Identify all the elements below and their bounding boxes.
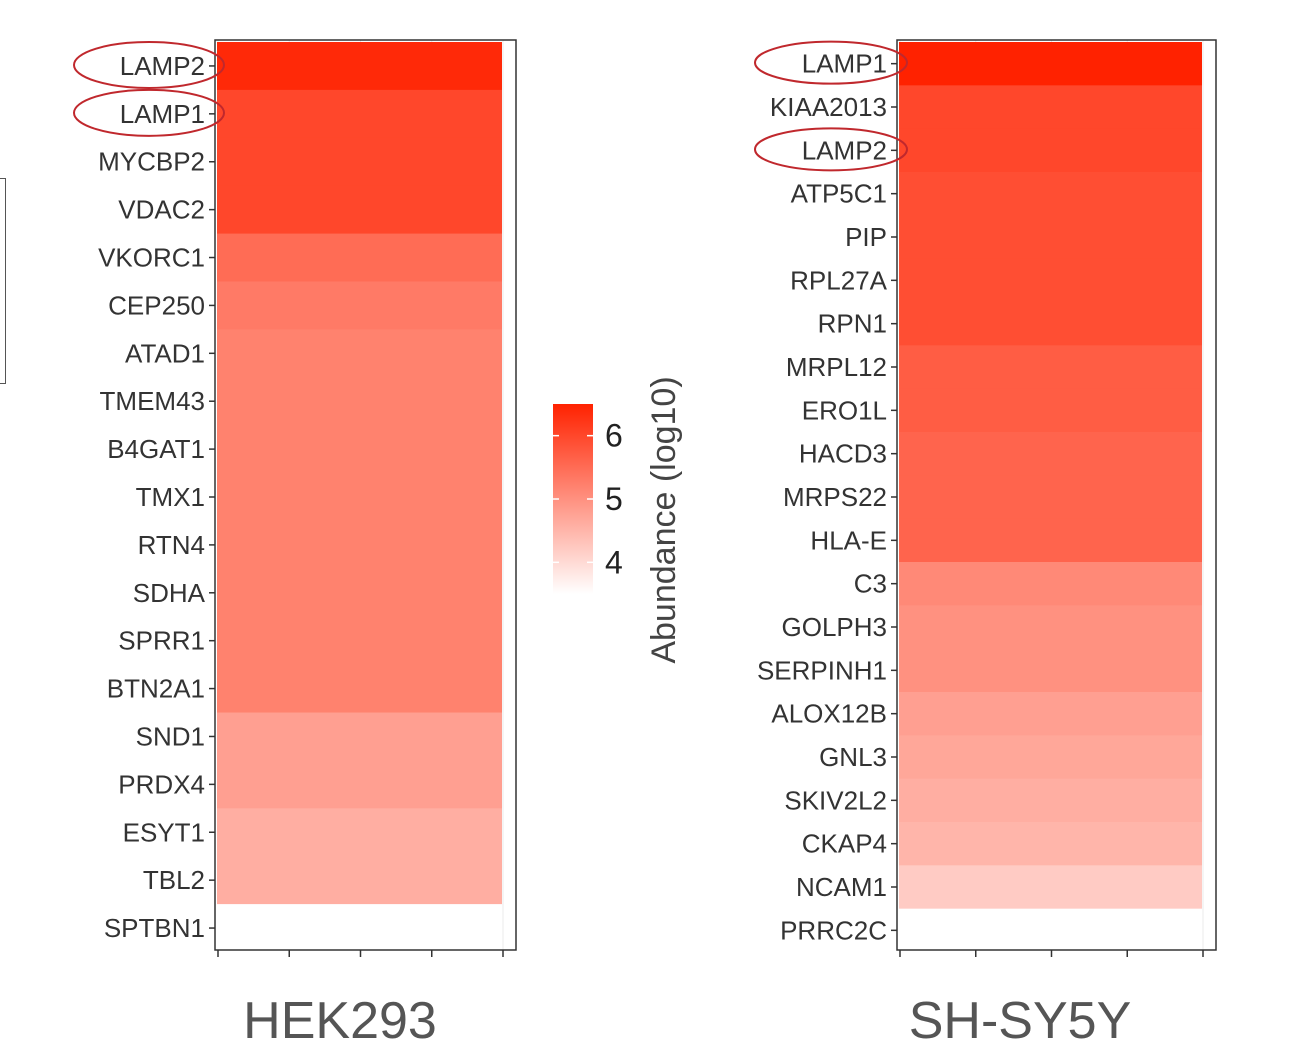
heatmap-cell-alox12b [899, 692, 1202, 736]
heatmap-cell-atad1 [217, 329, 502, 378]
heatmap-cell-mrpl12 [899, 345, 1202, 390]
highlight-ring-lamp2 [73, 40, 225, 89]
y-tick-label-prrc2c: PRRC2C [780, 915, 887, 945]
heatmap-cell-ero1l [899, 388, 1202, 433]
highlight-ring-lamp1 [754, 40, 908, 85]
panel-border [896, 39, 1217, 951]
heatmap-cell-btn2a1 [217, 664, 502, 714]
heatmap-cell-hacd3 [899, 432, 1202, 476]
y-tick-label-hla-e: HLA-E [810, 525, 887, 555]
heatmap-cell-ncam1 [899, 865, 1202, 910]
heatmap-cell-vkorc1 [217, 233, 502, 283]
heatmap-cell-tbl2 [217, 856, 502, 905]
heatmap-cell-tmx1 [217, 473, 502, 522]
heatmap-cell-snd1 [217, 712, 502, 762]
legend-tick-label-6: 6 [605, 418, 623, 454]
heatmap-cell-skiv2l2 [899, 778, 1202, 823]
y-tick-label-skiv2l2: SKIV2L2 [784, 785, 887, 815]
y-tick-label-rpl27a: RPL27A [790, 265, 887, 295]
y-tick-label-ckap4: CKAP4 [802, 829, 887, 859]
heatmap-cell-b4gat1 [217, 425, 502, 474]
legend-tick-label-4: 4 [605, 544, 623, 580]
heatmap-cell-kiaa2013 [899, 85, 1202, 130]
y-tick-label-pip: PIP [845, 222, 887, 252]
y-tick-label-serpinh1: SERPINH1 [757, 655, 887, 685]
y-tick-label-sprr1: SPRR1 [118, 626, 205, 656]
legend-color-bar [553, 404, 593, 594]
y-tick-label-gnl3: GNL3 [819, 742, 887, 772]
y-tick-label-esyt1: ESYT1 [123, 817, 205, 847]
partial-frame-edge [0, 178, 6, 384]
heatmap-cell-golph3 [899, 605, 1202, 650]
panel-hek293: LAMP2 LAMP1 MYCBP2 VDAC2 VKORC1 CEP250 ATAD1 TM… [73, 39, 517, 1050]
heatmap-cell-lamp1 [217, 89, 502, 139]
y-tick-label-ncam1: NCAM1 [796, 872, 887, 902]
y-tick-label-tmx1: TMX1 [136, 482, 205, 512]
heatmap-cell-mrps22 [899, 475, 1202, 520]
legend-tick-label-5: 5 [605, 481, 623, 517]
y-tick-label-rtn4: RTN4 [138, 530, 205, 560]
heatmap-cell-atp5c1 [899, 172, 1202, 216]
heatmap-cell-vdac2 [217, 185, 502, 235]
y-tick-label-mycbp2: MYCBP2 [98, 147, 205, 177]
heatmap-cell-rpn1 [899, 302, 1202, 346]
heatmap-cell-tmem43 [217, 377, 502, 426]
y-tick-label-btn2a1: BTN2A1 [107, 674, 205, 704]
y-tick-label-ero1l: ERO1L [802, 395, 887, 425]
heatmap-cell-c3 [899, 562, 1202, 606]
highlight-ring-lamp1 [73, 88, 225, 137]
heatmap-cell-mycbp2 [217, 137, 502, 187]
y-tick-label-atad1: ATAD1 [125, 338, 205, 368]
y-tick-label-lamp2: LAMP2 [802, 135, 887, 165]
y-tick-label-sptbn1: SPTBN1 [104, 913, 205, 943]
y-tick-label-rpn1: RPN1 [818, 309, 887, 339]
panel-sh-sy5y: LAMP1 KIAA2013 LAMP2 ATP5C1 PIP RPL27A RPN1 MRP… [754, 39, 1217, 1050]
y-tick-label-cep250: CEP250 [108, 290, 205, 320]
legend-title: Abundance (log10) [645, 376, 683, 663]
heatmap-cell-sprr1 [217, 616, 502, 666]
y-tick-label-mrps22: MRPS22 [783, 482, 887, 512]
heatmap-cell-gnl3 [899, 735, 1202, 780]
y-tick-label-tmem43: TMEM43 [100, 386, 205, 416]
heatmap-cell-prdx4 [217, 760, 502, 809]
y-tick-label-atp5c1: ATP5C1 [791, 179, 887, 209]
y-tick-label-lamp2: LAMP2 [120, 51, 205, 81]
heatmap-cell-lamp2 [217, 42, 502, 91]
heatmap-cell-serpinh1 [899, 648, 1202, 693]
panel-border [214, 39, 517, 951]
y-tick-label-c3: C3 [854, 569, 887, 599]
heatmap-cell-lamp1 [899, 42, 1202, 86]
y-tick-label-alox12b: ALOX12B [771, 699, 887, 729]
panel-title: HEK293 [243, 992, 437, 1050]
color-legend: 6 5 4 Abundance (log10) [553, 376, 683, 664]
y-tick-label-b4gat1: B4GAT1 [107, 434, 205, 464]
panel-title: SH-SY5Y [909, 992, 1132, 1050]
heatmap-cell-ckap4 [899, 822, 1202, 866]
y-tick-label-golph3: GOLPH3 [782, 612, 888, 642]
y-tick-label-mrpl12: MRPL12 [786, 352, 887, 382]
heatmap-cell-hla-e [899, 518, 1202, 563]
y-tick-label-hacd3: HACD3 [799, 439, 887, 469]
heatmap-cell-rtn4 [217, 520, 502, 570]
heatmap-cell-cep250 [217, 281, 502, 330]
y-tick-label-sdha: SDHA [133, 578, 206, 608]
heatmap-cell-pip [899, 215, 1202, 260]
heatmap-cell-rpl27a [899, 258, 1202, 303]
y-tick-label-lamp1: LAMP1 [120, 99, 205, 129]
y-tick-label-tbl2: TBL2 [143, 865, 205, 895]
heatmap-cell-lamp2 [899, 128, 1202, 173]
y-tick-label-prdx4: PRDX4 [118, 769, 205, 799]
y-tick-label-kiaa2013: KIAA2013 [770, 92, 887, 122]
heatmap-cell-prrc2c [899, 908, 1202, 953]
y-tick-label-vdac2: VDAC2 [118, 195, 205, 225]
highlight-ring-lamp2 [754, 127, 908, 172]
y-tick-label-lamp1: LAMP1 [802, 49, 887, 79]
y-tick-label-snd1: SND1 [136, 721, 205, 751]
y-tick-label-vkorc1: VKORC1 [98, 243, 205, 273]
heatmap-cell-sdha [217, 568, 502, 618]
heatmap-cell-esyt1 [217, 808, 502, 857]
heatmap-cell-sptbn1 [217, 904, 502, 953]
